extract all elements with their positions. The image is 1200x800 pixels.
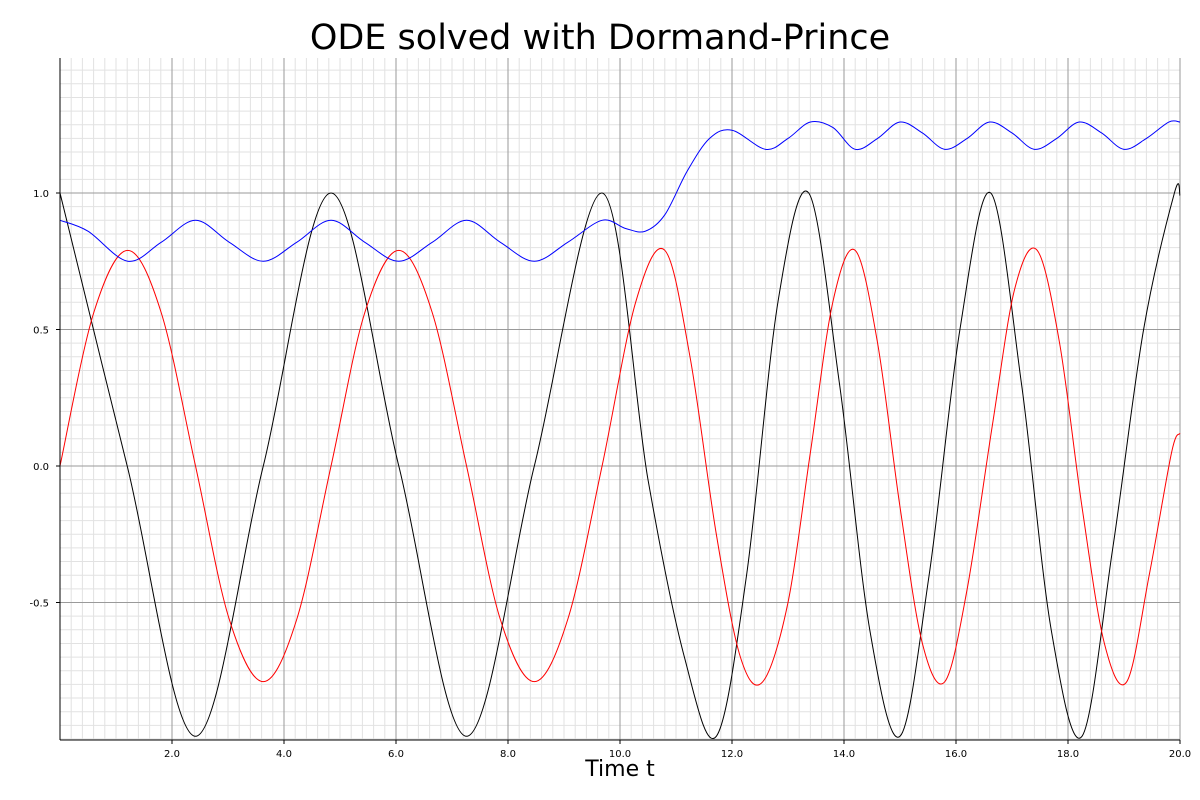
tick-labels: 2.0 4.0 6.0 8.0 10.0 12.0 14.0 16.0 18.0 20.0 -0.5…: [29, 189, 1191, 760]
chart-title: ODE solved with Dormand-Prince: [309, 18, 891, 58]
x-tick-label: 10.0: [609, 749, 631, 760]
x-axis-label: Time t: [585, 757, 655, 782]
x-tick-label: 18.0: [1057, 749, 1079, 760]
series-line-1: [59, 183, 1181, 739]
x-tick-label: 4.0: [276, 749, 292, 760]
y-tick-label: -0.5: [29, 599, 49, 610]
y-tick-label: 1.0: [33, 189, 49, 200]
major-grid: [60, 58, 1181, 740]
x-tick-label: 12.0: [721, 749, 743, 760]
y-tick-label: 0.5: [33, 326, 49, 337]
y-tick-label: 0.0: [33, 462, 49, 473]
series-layer: [59, 120, 1181, 739]
x-tick-label: 6.0: [388, 749, 404, 760]
x-tick-label: 16.0: [945, 749, 967, 760]
x-tick-label: 8.0: [500, 749, 516, 760]
series-line-2: [59, 247, 1181, 686]
x-tick-label: 20.0: [1169, 749, 1191, 760]
x-tick-label: 14.0: [833, 749, 855, 760]
series-line-3: [59, 120, 1181, 262]
x-tick-label: 2.0: [164, 749, 180, 760]
